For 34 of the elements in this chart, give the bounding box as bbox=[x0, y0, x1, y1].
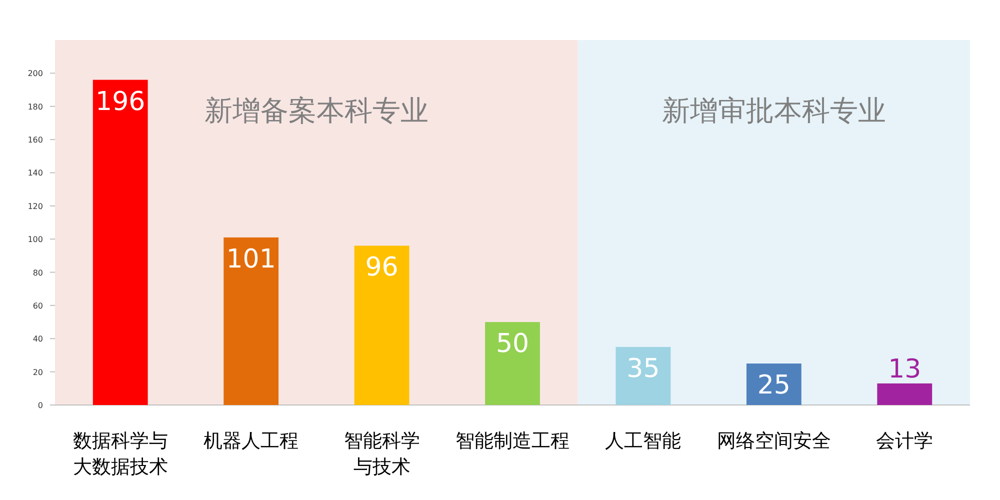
x-tick-label: 会计学 bbox=[876, 430, 934, 452]
y-tick-label: 40 bbox=[32, 334, 43, 344]
y-tick-label: 100 bbox=[28, 235, 43, 244]
y-tick-label: 180 bbox=[28, 102, 43, 112]
data-label: 196 bbox=[96, 86, 146, 117]
data-label: 25 bbox=[757, 370, 790, 401]
bar bbox=[354, 246, 410, 405]
x-tick-label: 数据科学与大数据技术 bbox=[72, 430, 168, 478]
y-tick-label: 60 bbox=[32, 301, 43, 310]
data-label: 96 bbox=[365, 252, 398, 283]
bar bbox=[224, 237, 279, 405]
data-label: 101 bbox=[226, 244, 276, 274]
y-tick-label: 160 bbox=[28, 136, 43, 145]
y-tick-label: 200 bbox=[28, 69, 43, 78]
band-label: 新增备案本科专业 bbox=[204, 94, 428, 127]
bar bbox=[877, 383, 932, 405]
y-tick-label: 0 bbox=[38, 401, 43, 410]
x-tick-label: 智能制造工程 bbox=[456, 430, 570, 452]
bar bbox=[746, 364, 802, 405]
x-tick-label: 人工智能 bbox=[605, 430, 682, 452]
data-label: 35 bbox=[626, 354, 660, 384]
y-tick-label: 80 bbox=[32, 268, 43, 278]
data-label: 50 bbox=[496, 329, 530, 360]
bar bbox=[616, 346, 671, 405]
data-label: 13 bbox=[888, 354, 922, 384]
y-tick-label: 120 bbox=[28, 202, 43, 211]
bar bbox=[485, 322, 540, 405]
y-tick-label: 140 bbox=[28, 168, 43, 178]
x-tick-label: 智能科学与技术 bbox=[344, 430, 420, 478]
x-tick-label: 机器人工程 bbox=[204, 430, 299, 452]
x-tick-label: 网络空间安全 bbox=[716, 430, 831, 452]
band-label: 新增审批本科专业 bbox=[662, 94, 886, 127]
y-tick-label: 20 bbox=[32, 368, 43, 377]
bar bbox=[92, 80, 148, 405]
